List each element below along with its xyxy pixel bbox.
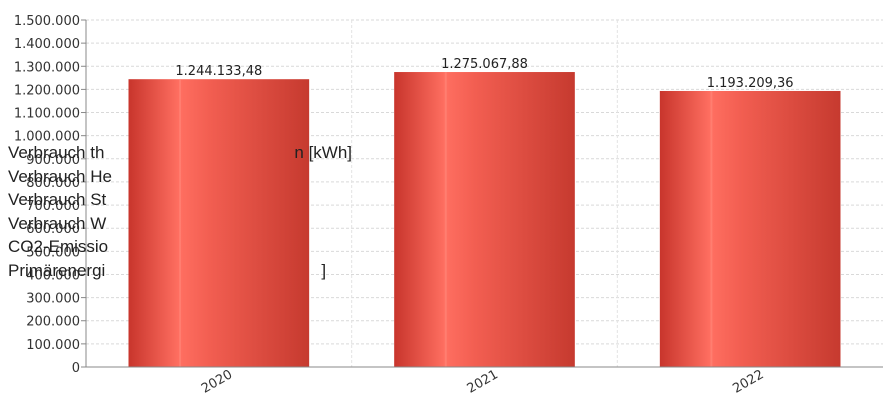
x-tick-label: 2020: [199, 367, 235, 394]
legend-item: Verbrauch St: [8, 190, 107, 209]
bar-2022[interactable]: [659, 90, 841, 368]
bars: 1.244.133,48 1.275.067,88 1.193.209,36: [128, 57, 841, 368]
legend-fragment: ]: [321, 260, 327, 280]
x-tick-label: 2021: [465, 367, 501, 394]
y-tick-label: 400.000: [26, 268, 80, 283]
legend-item: Verbrauch W: [8, 213, 107, 233]
legend: Verbrauch th n [kWh] Verbrauch He Verbrau…: [8, 141, 352, 282]
y-tick-label: 300.000: [26, 292, 80, 307]
y-tick-label: 1.200.000: [14, 83, 80, 98]
legend-fragment: n [kWh]: [294, 143, 353, 162]
y-tick-label: 1.400.000: [14, 37, 80, 52]
y-tick-label: 0: [72, 361, 80, 376]
bar-2020[interactable]: [128, 79, 310, 367]
y-tick-label: 500.000: [26, 245, 80, 260]
y-tick-label: 100.000: [26, 338, 80, 353]
bar-highlight: [710, 90, 713, 368]
y-tick-label: 1.000.000: [14, 130, 80, 145]
legend-item: Verbrauch He: [8, 166, 112, 186]
y-tick-label: 1.100.000: [14, 107, 80, 122]
legend-item: Verbrauch th n [kWh]: [8, 143, 353, 162]
y-tick-label: 200.000: [26, 315, 80, 330]
bar-highlight: [179, 79, 182, 367]
data-label: 1.193.209,36: [707, 76, 794, 91]
y-tick-label: 1.300.000: [14, 60, 80, 75]
bar-highlight: [444, 72, 447, 367]
bar-2021[interactable]: [394, 72, 575, 367]
legend-item: CO2-Emissio: [8, 237, 109, 256]
y-axis: 0 100.000 200.000 300.000 400.000 500.000 600.…: [14, 14, 87, 376]
y-tick-label: 700.000: [26, 199, 80, 214]
y-tick-label: 900.000: [26, 153, 80, 168]
y-tick-label: 600.000: [26, 222, 80, 237]
y-tick-label: 1.500.000: [14, 14, 80, 29]
data-label: 1.244.133,48: [175, 64, 262, 79]
data-label: 1.275.067,88: [441, 57, 528, 72]
legend-item: Primärenergi]: [8, 260, 327, 280]
x-axis: 2020 2021 2022: [86, 366, 883, 394]
y-tick-label: 800.000: [26, 176, 80, 191]
x-tick-label: 2022: [730, 367, 766, 394]
